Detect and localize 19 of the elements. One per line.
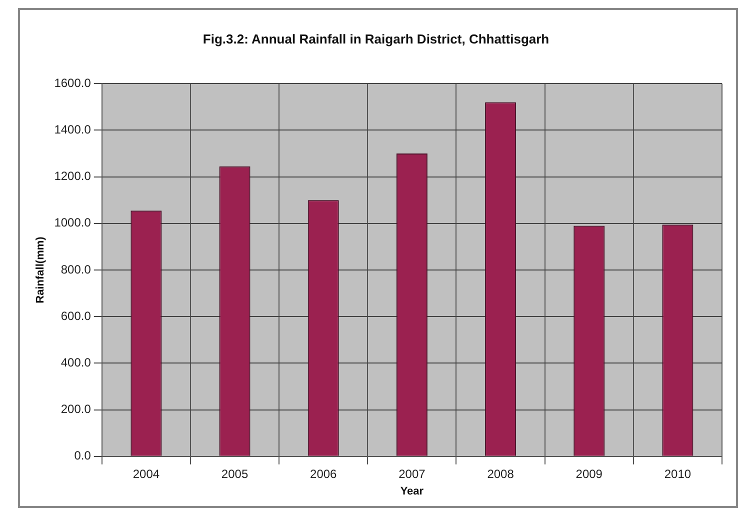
y-axis-title: Rainfall(mm) [34, 236, 47, 304]
x-tick-label: 2009 [576, 466, 603, 481]
x-tick-label: 2007 [398, 466, 426, 481]
y-tick-label: 1400.0 [54, 122, 92, 137]
y-tick-label: 1200.0 [54, 169, 92, 184]
x-tick-label: 2005 [221, 466, 248, 481]
x-tick-label: 2004 [132, 466, 160, 481]
x-tick-label: 2006 [310, 466, 338, 481]
x-axis-title: Year [400, 485, 424, 498]
y-tick-label: 0.0 [74, 448, 92, 463]
y-tick-label: 800.0 [60, 262, 92, 276]
x-tick-label: 2008 [487, 466, 514, 481]
chart-title: Fig.3.2: Annual Rainfall in Raigarh District, Chhattisgarh [202, 31, 550, 46]
y-tick-label: 600.0 [60, 308, 92, 323]
y-tick-label: 1000.0 [54, 216, 92, 230]
y-tick-label: 1600.0 [54, 76, 92, 90]
y-tick-label: 200.0 [60, 402, 92, 416]
x-tick-label: 2010 [664, 466, 692, 481]
y-tick-label: 400.0 [60, 356, 92, 370]
